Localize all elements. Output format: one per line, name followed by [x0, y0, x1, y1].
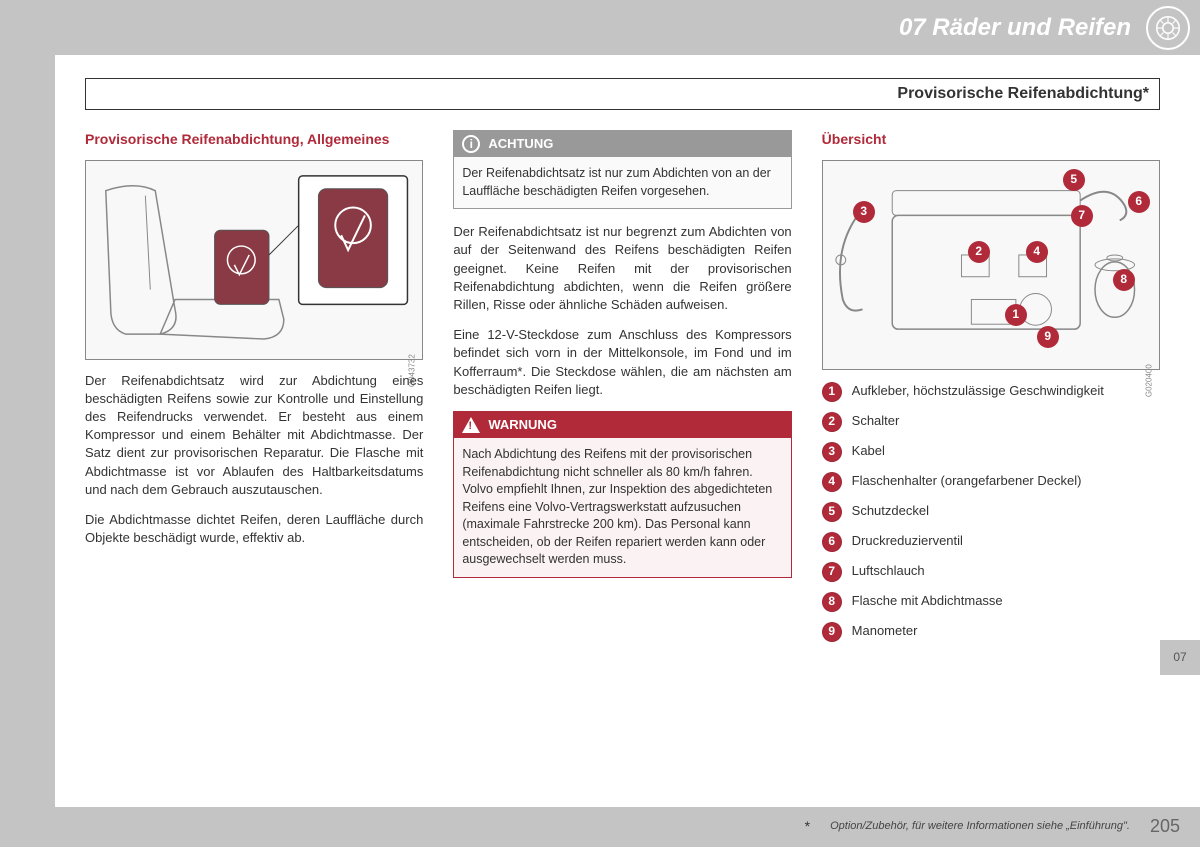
column-2: i ACHTUNG Der Reifenabdichtsatz ist nur …	[453, 130, 791, 792]
col3-heading: Übersicht	[822, 130, 1160, 150]
legend-number-icon: 7	[822, 562, 842, 582]
footnote-star: *	[805, 817, 810, 837]
legend-item: 1 Aufkleber, höchstzulässige Geschwindigk…	[822, 382, 1160, 402]
figure-overview: 123456789 G020400	[822, 160, 1160, 370]
section-title-bar: Provisorische Reifenabdichtung*	[85, 78, 1160, 110]
page-number: 205	[1150, 814, 1180, 839]
overview-marker: 9	[1037, 326, 1059, 348]
legend-item: 7 Luftschlauch	[822, 562, 1160, 582]
achtung-box: i ACHTUNG Der Reifenabdichtsatz ist nur …	[453, 130, 791, 209]
tire-icon	[1146, 6, 1190, 50]
legend-label: Schutzdeckel	[852, 502, 929, 520]
warnung-header: WARNUNG	[454, 412, 790, 438]
overview-marker: 2	[968, 241, 990, 263]
legend-number-icon: 1	[822, 382, 842, 402]
legend-number-icon: 8	[822, 592, 842, 612]
info-icon: i	[462, 135, 480, 153]
legend-item: 3 Kabel	[822, 442, 1160, 462]
legend-label: Flasche mit Abdichtmasse	[852, 592, 1003, 610]
page-tab: 07	[1160, 640, 1200, 675]
warnung-box: WARNUNG Nach Abdichtung des Reifens mit …	[453, 411, 791, 578]
legend-item: 9 Manometer	[822, 622, 1160, 642]
legend-label: Druckreduzierventil	[852, 532, 963, 550]
legend-number-icon: 3	[822, 442, 842, 462]
achtung-body: Der Reifenabdichtsatz ist nur zum Abdich…	[454, 157, 790, 208]
legend-item: 5 Schutzdeckel	[822, 502, 1160, 522]
col2-para-1: Der Reifenabdichtsatz ist nur begrenzt z…	[453, 223, 791, 314]
left-band	[0, 0, 55, 847]
overview-marker: 1	[1005, 304, 1027, 326]
legend-label: Kabel	[852, 442, 885, 460]
legend-number-icon: 4	[822, 472, 842, 492]
page-footer: * Option/Zubehör, für weitere Informatio…	[0, 807, 1200, 847]
overview-marker: 5	[1063, 169, 1085, 191]
col1-heading: Provisorische Reifenabdichtung, Allgemei…	[85, 130, 423, 150]
legend-number-icon: 2	[822, 412, 842, 432]
footer-note: Option/Zubehör, für weitere Informatione…	[830, 819, 1130, 834]
achtung-header: i ACHTUNG	[454, 131, 790, 157]
content-columns: Provisorische Reifenabdichtung, Allgemei…	[85, 130, 1160, 792]
legend-label: Manometer	[852, 622, 918, 640]
figure-seat-kit: G043732	[85, 160, 423, 360]
page-header: 07 Räder und Reifen	[0, 0, 1200, 55]
overview-marker: 4	[1026, 241, 1048, 263]
col2-para-2: Eine 12-V-Steckdose zum Anschluss des Ko…	[453, 326, 791, 399]
legend-label: Flaschenhalter (orangefarbener Deckel)	[852, 472, 1082, 490]
column-3: Übersicht 1 2 3 4 5 6 7 8 9 G020400	[822, 130, 1160, 792]
overview-marker: 6	[1128, 191, 1150, 213]
legend-item: 4 Flaschenhalter (orangefarbener Deckel)	[822, 472, 1160, 492]
figure-code-1: G043732	[407, 355, 418, 388]
legend-label: Luftschlauch	[852, 562, 925, 580]
figure-code-2: G020400	[1144, 365, 1155, 398]
chapter-title: 07 Räder und Reifen	[899, 11, 1131, 45]
overview-marker: 3	[853, 201, 875, 223]
manual-page: 07 Räder und Reifen Provisorische Reifen…	[0, 0, 1200, 847]
legend-label: Aufkleber, höchstzulässige Geschwindigke…	[852, 382, 1104, 400]
overview-marker: 7	[1071, 205, 1093, 227]
warning-icon	[462, 417, 480, 433]
col1-para-2: Die Abdichtmasse dichtet Reifen, deren L…	[85, 511, 423, 547]
column-1: Provisorische Reifenabdichtung, Allgemei…	[85, 130, 423, 792]
warnung-label: WARNUNG	[488, 416, 557, 434]
legend-label: Schalter	[852, 412, 900, 430]
overview-legend: 1 Aufkleber, höchstzulässige Geschwindigk…	[822, 382, 1160, 642]
legend-item: 6 Druckreduzierventil	[822, 532, 1160, 552]
legend-number-icon: 5	[822, 502, 842, 522]
legend-item: 2 Schalter	[822, 412, 1160, 432]
legend-number-icon: 6	[822, 532, 842, 552]
col1-para-1: Der Reifenabdichtsatz wird zur Abdichtun…	[85, 372, 423, 499]
overview-marker: 8	[1113, 269, 1135, 291]
warnung-body: Nach Abdichtung des Reifens mit der prov…	[454, 438, 790, 577]
achtung-label: ACHTUNG	[488, 135, 553, 153]
legend-item: 8 Flasche mit Abdichtmasse	[822, 592, 1160, 612]
legend-number-icon: 9	[822, 622, 842, 642]
